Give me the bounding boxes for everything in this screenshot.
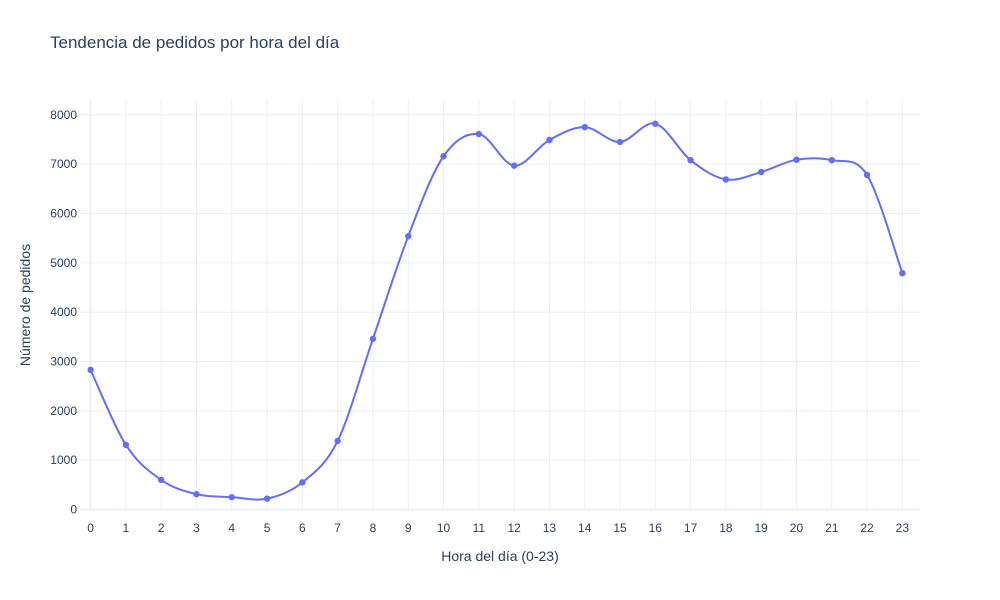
x-tick-label: 2 — [158, 521, 165, 535]
x-tick-label: 15 — [613, 521, 627, 535]
data-point[interactable] — [157, 476, 165, 484]
x-tick-label: 6 — [299, 521, 306, 535]
data-point[interactable] — [369, 335, 377, 342]
data-point[interactable] — [863, 171, 871, 179]
data-point[interactable] — [899, 269, 906, 277]
x-tick-label: 4 — [228, 521, 235, 535]
x-tick-label: 21 — [825, 521, 839, 535]
data-point[interactable] — [581, 123, 588, 131]
series-markers — [87, 120, 906, 502]
data-point[interactable] — [687, 156, 694, 164]
data-point[interactable] — [616, 138, 624, 146]
y-tick-label: 1000 — [50, 453, 77, 467]
data-point[interactable] — [228, 493, 235, 501]
x-tick-label: 22 — [860, 521, 874, 535]
x-axis-title: Hora del día (0-23) — [441, 548, 559, 564]
data-point[interactable] — [722, 176, 730, 183]
y-tick-label: 0 — [70, 503, 77, 517]
data-point[interactable] — [546, 136, 553, 144]
y-tick-label: 2000 — [50, 404, 77, 418]
x-tick-label: 9 — [405, 521, 412, 535]
y-tick-label: 7000 — [50, 157, 77, 171]
y-tick-label: 6000 — [50, 206, 77, 220]
data-point[interactable] — [510, 162, 518, 169]
y-tick-label: 8000 — [50, 108, 77, 122]
x-tick-label: 13 — [543, 521, 557, 535]
data-point[interactable] — [263, 495, 271, 502]
data-point[interactable] — [299, 479, 306, 486]
x-tick-label: 10 — [437, 521, 451, 535]
x-tick-label: 11 — [473, 521, 486, 535]
y-tick-label: 3000 — [50, 354, 77, 368]
data-point[interactable] — [405, 232, 412, 240]
y-axis-ticks: 0 1000 2000 3000 4000 5000 6000 7000 8000 — [50, 108, 77, 517]
data-point[interactable] — [334, 437, 341, 445]
x-tick-label: 17 — [684, 521, 698, 535]
series-line — [89, 122, 904, 501]
data-point[interactable] — [193, 491, 200, 498]
x-tick-label: 14 — [578, 521, 592, 535]
data-point[interactable] — [828, 156, 835, 164]
x-axis-ticks: 0 1 2 3 4 5 6 7 8 9 10 11 12 13 14 15 16 17 18 19 20 21 22 23 — [87, 521, 909, 535]
y-axis-title: Número de pedidos — [17, 244, 33, 366]
y-tick-label: 5000 — [50, 256, 77, 270]
x-tick-label: 1 — [123, 521, 130, 535]
data-point[interactable] — [87, 366, 94, 374]
x-tick-label: 5 — [264, 521, 271, 535]
x-tick-label: 18 — [719, 521, 733, 535]
series-line-group — [89, 122, 904, 501]
chart-title: Tendencia de pedidos por hora del día — [50, 33, 340, 52]
x-tick-label: 7 — [334, 521, 341, 535]
x-tick-label: 0 — [87, 521, 94, 535]
y-tick-label: 4000 — [50, 305, 77, 319]
zero-line — [80, 100, 920, 511]
x-tick-label: 20 — [790, 521, 804, 535]
x-tick-label: 3 — [193, 521, 200, 535]
x-tick-label: 8 — [370, 521, 377, 535]
data-point[interactable] — [475, 130, 483, 138]
x-tick-label: 19 — [754, 521, 768, 535]
x-tick-label: 23 — [896, 521, 910, 535]
x-tick-label: 16 — [649, 521, 663, 535]
data-point[interactable] — [793, 156, 800, 163]
data-point[interactable] — [652, 120, 659, 127]
x-tick-label: 12 — [507, 521, 521, 535]
data-point[interactable] — [757, 168, 765, 176]
data-point[interactable] — [440, 153, 447, 160]
data-point[interactable] — [122, 441, 130, 449]
